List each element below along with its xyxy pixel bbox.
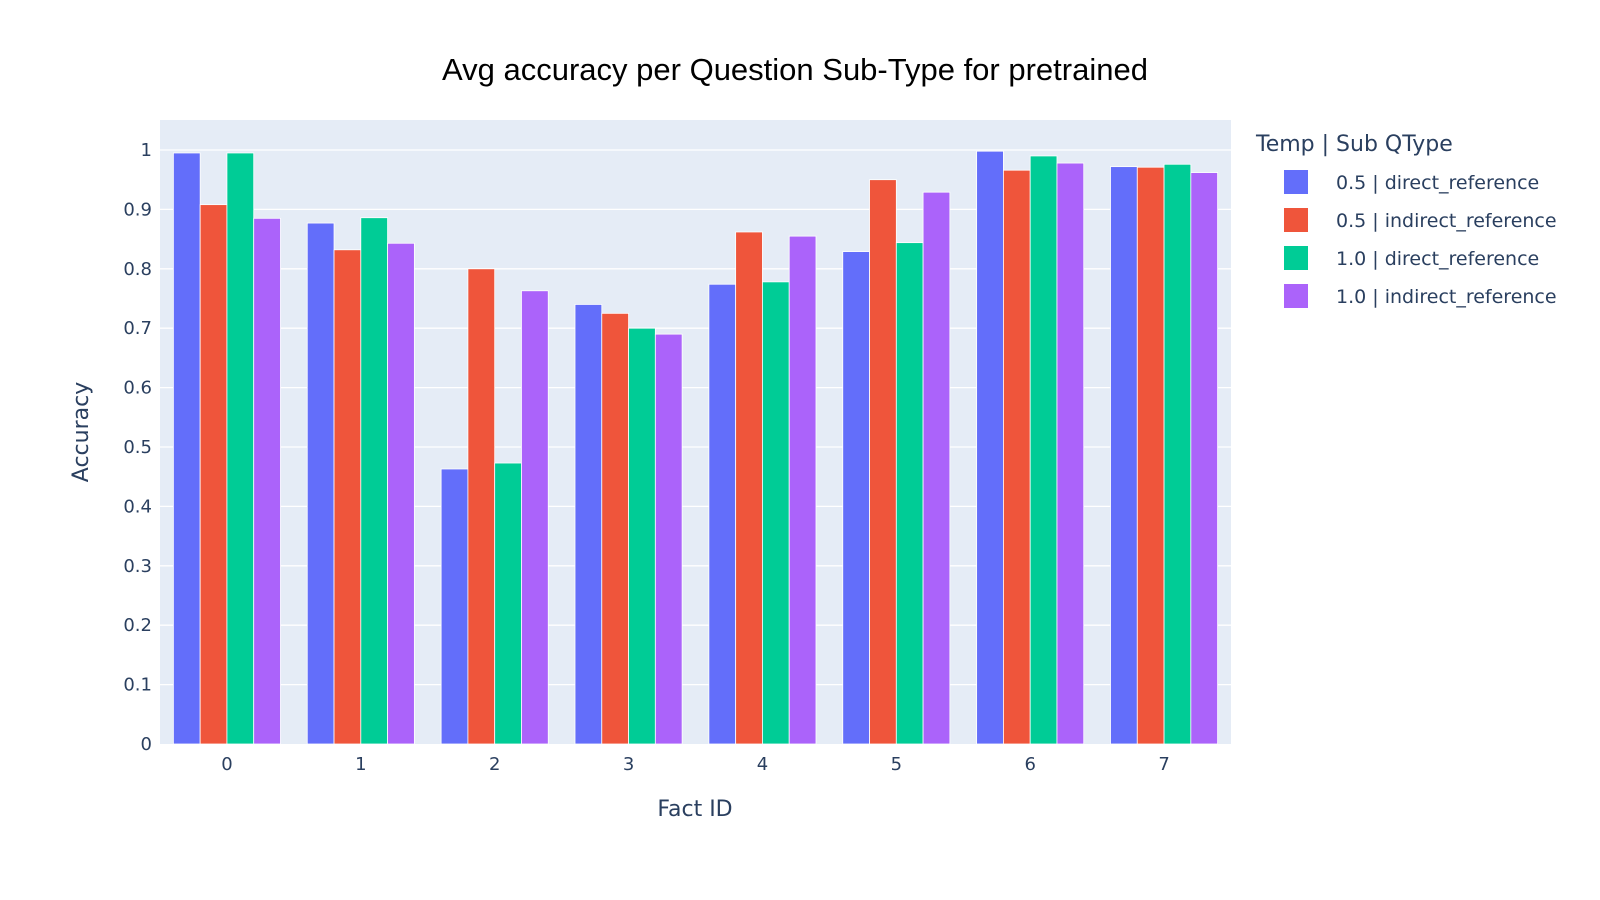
- bar[interactable]: [654, 333, 683, 745]
- legend-label: 1.0 | indirect_reference: [1336, 286, 1557, 308]
- bars: [172, 150, 1219, 745]
- x-tick-label: 1: [355, 754, 366, 775]
- x-tick-label: 3: [623, 754, 634, 775]
- bar[interactable]: [1190, 172, 1219, 745]
- x-axis-ticks: 0 1 2 3 4 5 6 7: [221, 754, 1170, 775]
- bar[interactable]: [788, 235, 817, 745]
- legend[interactable]: 0.5 | direct_reference 0.5 | indirect_ref…: [1284, 170, 1557, 308]
- legend-swatch: [1284, 208, 1308, 232]
- bar[interactable]: [922, 191, 951, 745]
- legend-item[interactable]: 0.5 | indirect_reference: [1284, 208, 1557, 232]
- bar[interactable]: [360, 217, 388, 745]
- y-axis-ticks: 0 0.1 0.2 0.3 0.4 0.5 0.6 0.7 0.8 0.9 1: [123, 140, 152, 755]
- legend-label: 1.0 | direct_reference: [1336, 248, 1539, 270]
- bar[interactable]: [735, 231, 763, 745]
- bar[interactable]: [1056, 162, 1085, 745]
- bar[interactable]: [1029, 155, 1058, 745]
- bar[interactable]: [601, 312, 629, 745]
- bar[interactable]: [440, 468, 469, 745]
- y-tick-label: 0.9: [123, 199, 152, 220]
- x-tick-label: 0: [221, 754, 232, 775]
- bar[interactable]: [1003, 169, 1031, 745]
- bar[interactable]: [1163, 163, 1192, 745]
- bar[interactable]: [762, 281, 790, 745]
- bar[interactable]: [574, 304, 603, 745]
- x-tick-label: 7: [1158, 754, 1169, 775]
- bar[interactable]: [467, 268, 496, 745]
- bar[interactable]: [306, 222, 335, 745]
- chart-title: Avg accuracy per Question Sub-Type for p…: [442, 52, 1148, 87]
- bar[interactable]: [494, 462, 522, 745]
- bar[interactable]: [1136, 166, 1165, 745]
- legend-item[interactable]: 0.5 | direct_reference: [1284, 170, 1539, 194]
- y-tick-label: 1: [141, 140, 152, 161]
- y-tick-label: 0.7: [123, 318, 152, 339]
- bar[interactable]: [708, 283, 737, 745]
- legend-swatch: [1284, 284, 1308, 308]
- bar[interactable]: [895, 242, 924, 745]
- y-tick-label: 0.2: [123, 615, 152, 636]
- legend-item[interactable]: 1.0 | indirect_reference: [1284, 284, 1557, 308]
- bar[interactable]: [521, 290, 549, 745]
- bar[interactable]: [1110, 166, 1138, 745]
- x-tick-label: 6: [1024, 754, 1035, 775]
- x-axis-title: Fact ID: [657, 797, 732, 822]
- bar[interactable]: [869, 179, 897, 745]
- y-axis-title: Accuracy: [69, 382, 94, 482]
- x-tick-label: 2: [489, 754, 500, 775]
- y-tick-label: 0.1: [123, 675, 152, 696]
- legend-item[interactable]: 1.0 | direct_reference: [1284, 246, 1539, 270]
- bar[interactable]: [226, 152, 255, 745]
- legend-label: 0.5 | indirect_reference: [1336, 210, 1557, 232]
- y-tick-label: 0.4: [123, 496, 152, 517]
- bar[interactable]: [842, 251, 870, 745]
- y-tick-label: 0.8: [123, 259, 152, 280]
- legend-swatch: [1284, 246, 1308, 270]
- legend-label: 0.5 | direct_reference: [1336, 172, 1539, 194]
- bar[interactable]: [333, 249, 362, 745]
- legend-swatch: [1284, 170, 1308, 194]
- bar[interactable]: [253, 217, 281, 745]
- y-tick-label: 0.6: [123, 378, 152, 399]
- bar[interactable]: [387, 242, 415, 745]
- y-tick-label: 0: [141, 734, 152, 755]
- legend-title: Temp | Sub QType: [1255, 132, 1453, 157]
- bar[interactable]: [172, 152, 201, 745]
- y-tick-label: 0.3: [123, 556, 152, 577]
- x-tick-label: 4: [757, 754, 768, 775]
- y-tick-label: 0.5: [123, 437, 152, 458]
- bar[interactable]: [199, 204, 228, 745]
- bar[interactable]: [628, 327, 656, 745]
- bar[interactable]: [976, 150, 1004, 745]
- x-tick-label: 5: [891, 754, 902, 775]
